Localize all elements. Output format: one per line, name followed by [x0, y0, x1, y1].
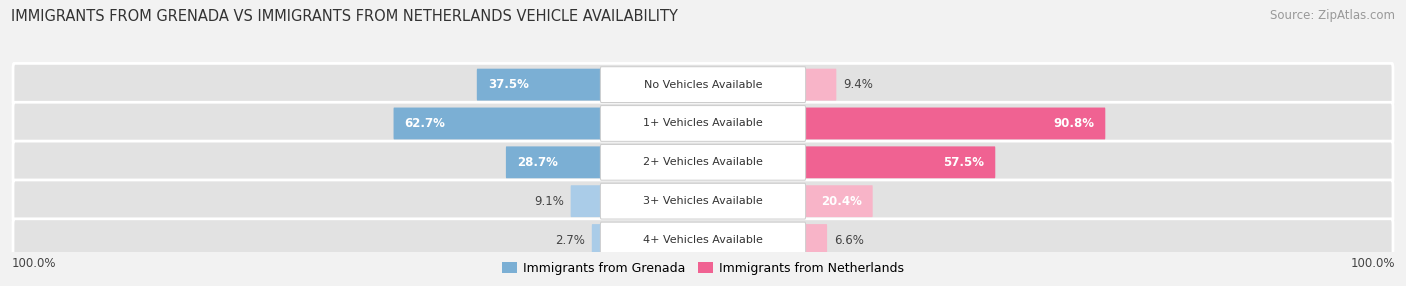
FancyBboxPatch shape — [394, 108, 602, 139]
Legend: Immigrants from Grenada, Immigrants from Netherlands: Immigrants from Grenada, Immigrants from… — [496, 257, 910, 280]
Text: 1+ Vehicles Available: 1+ Vehicles Available — [643, 118, 763, 128]
FancyBboxPatch shape — [571, 185, 602, 217]
FancyBboxPatch shape — [804, 146, 995, 178]
Text: 37.5%: 37.5% — [488, 78, 529, 91]
FancyBboxPatch shape — [13, 219, 1393, 261]
Text: 100.0%: 100.0% — [1350, 257, 1395, 270]
Text: 6.6%: 6.6% — [834, 234, 863, 247]
Text: No Vehicles Available: No Vehicles Available — [644, 80, 762, 90]
FancyBboxPatch shape — [600, 67, 806, 102]
Text: 4+ Vehicles Available: 4+ Vehicles Available — [643, 235, 763, 245]
FancyBboxPatch shape — [804, 108, 1105, 139]
Text: 20.4%: 20.4% — [821, 195, 862, 208]
Text: 100.0%: 100.0% — [11, 257, 56, 270]
FancyBboxPatch shape — [13, 141, 1393, 184]
FancyBboxPatch shape — [600, 183, 806, 219]
Text: IMMIGRANTS FROM GRENADA VS IMMIGRANTS FROM NETHERLANDS VEHICLE AVAILABILITY: IMMIGRANTS FROM GRENADA VS IMMIGRANTS FR… — [11, 9, 678, 23]
FancyBboxPatch shape — [506, 146, 602, 178]
Text: Source: ZipAtlas.com: Source: ZipAtlas.com — [1270, 9, 1395, 21]
FancyBboxPatch shape — [477, 69, 602, 101]
FancyBboxPatch shape — [600, 144, 806, 180]
Text: 62.7%: 62.7% — [405, 117, 446, 130]
FancyBboxPatch shape — [13, 180, 1393, 223]
FancyBboxPatch shape — [13, 63, 1393, 106]
Text: 2+ Vehicles Available: 2+ Vehicles Available — [643, 157, 763, 167]
FancyBboxPatch shape — [600, 106, 806, 141]
FancyBboxPatch shape — [804, 185, 873, 217]
Text: 9.4%: 9.4% — [844, 78, 873, 91]
Text: 3+ Vehicles Available: 3+ Vehicles Available — [643, 196, 763, 206]
FancyBboxPatch shape — [804, 69, 837, 101]
Text: 90.8%: 90.8% — [1053, 117, 1094, 130]
Text: 2.7%: 2.7% — [555, 234, 585, 247]
Text: 9.1%: 9.1% — [534, 195, 564, 208]
FancyBboxPatch shape — [592, 224, 602, 256]
FancyBboxPatch shape — [13, 102, 1393, 145]
Text: 28.7%: 28.7% — [517, 156, 558, 169]
FancyBboxPatch shape — [600, 222, 806, 258]
Text: 57.5%: 57.5% — [943, 156, 984, 169]
FancyBboxPatch shape — [804, 224, 827, 256]
